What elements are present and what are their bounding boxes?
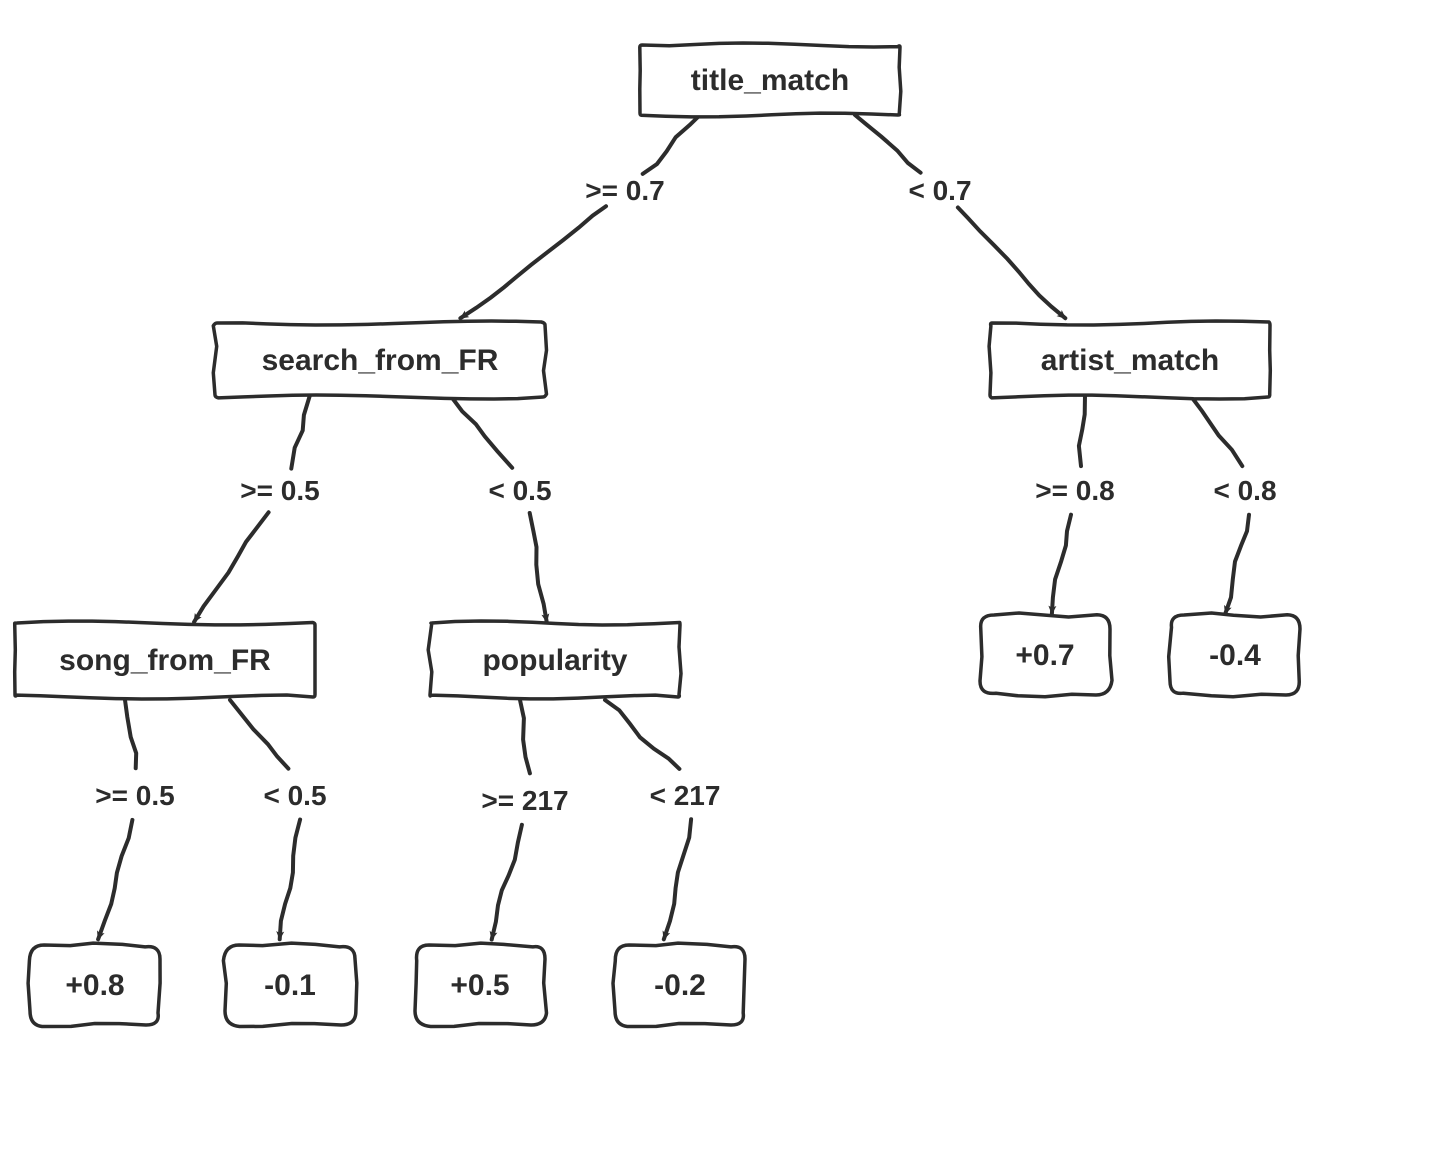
decision-node-artist: artist_match [989,321,1270,399]
decision-node-root: title_match [640,43,901,117]
edge-label-songFR-leaf_m01: < 0.5 [263,780,326,811]
edge-popularity-leaf_m02-lower [664,819,691,939]
edge-searchFR-popularity-lower [530,513,547,622]
edge-label-searchFR-popularity: < 0.5 [488,475,551,506]
leaf-node-leaf_m02: -0.2 [613,943,745,1026]
decision-node-popularity: popularity [428,621,681,699]
edge-label-root-artist: < 0.7 [908,175,971,206]
edge-label-searchFR-songFR: >= 0.5 [240,475,319,506]
decision-node-searchFR: search_from_FR [213,321,546,399]
edge-root-artist-lower [958,208,1065,319]
edge-label-artist-leaf_m04: < 0.8 [1213,475,1276,506]
leaf-node-leaf_m01: -0.1 [223,943,356,1026]
edge-root-searchFR-upper [643,115,700,174]
edge-root-artist-upper [855,115,921,173]
edge-label-popularity-leaf_m02: < 217 [650,780,721,811]
leaf-node-leaf_p07: +0.7 [980,613,1112,697]
edges-layer [98,115,1249,940]
leaf-node-leaf_m04: -0.4 [1169,613,1300,697]
edge-popularity-leaf_p05-upper [520,700,530,773]
edge-label-root-searchFR: >= 0.7 [585,175,664,206]
edge-label-artist-leaf_p07: >= 0.8 [1035,475,1114,506]
edge-popularity-leaf_p05-lower [492,825,522,940]
node-label: search_from_FR [262,344,499,377]
edge-songFR-leaf_p08-lower [98,820,132,939]
node-label: title_match [691,64,849,97]
node-label: song_from_FR [59,644,271,677]
edge-popularity-leaf_m02-upper [605,700,679,769]
leaf-value: -0.4 [1209,639,1261,672]
node-label: artist_match [1041,344,1219,377]
edge-artist-leaf_p07-lower [1052,515,1071,614]
edge-label-songFR-leaf_p08: >= 0.5 [95,780,174,811]
node-label: popularity [482,644,627,677]
edge-root-searchFR-lower [460,206,606,318]
edge-searchFR-songFR-lower [194,512,269,622]
leaf-value: +0.8 [65,969,124,1002]
leaf-value: -0.2 [654,969,706,1002]
edge-artist-leaf_m04-lower [1225,515,1249,614]
leaf-value: +0.7 [1015,639,1074,672]
leaf-value: -0.1 [264,969,316,1002]
edge-songFR-leaf_m01-upper [230,700,288,769]
edge-labels-layer: >= 0.7 < 0.7 >= 0.5 < 0.5 >= 0.8 < 0.8 >= 0.5 <… [95,175,1276,816]
decision-node-songFR: song_from_FR [15,621,315,699]
edge-searchFR-songFR-upper [291,395,310,469]
edge-songFR-leaf_p08-upper [125,700,136,768]
edge-artist-leaf_p07-upper [1079,395,1085,466]
leaf-node-leaf_p05: +0.5 [415,943,547,1026]
edge-searchFR-popularity-upper [450,395,512,468]
leaf-value: +0.5 [450,969,509,1002]
edge-songFR-leaf_m01-lower [280,820,300,940]
decision-tree-diagram: title_match search_from_FR artist_matchson… [0,0,1440,1153]
edge-artist-leaf_m04-upper [1190,395,1242,466]
edge-label-popularity-leaf_p05: >= 217 [481,785,568,816]
leaf-node-leaf_p08: +0.8 [28,943,160,1026]
